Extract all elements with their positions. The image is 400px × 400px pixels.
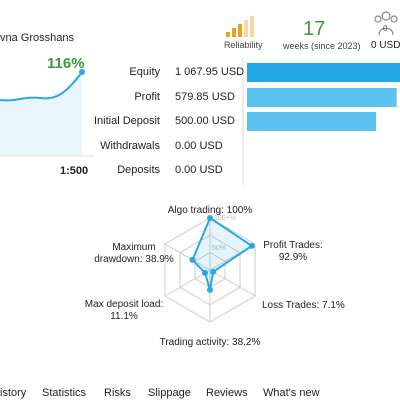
radar-point (207, 215, 213, 221)
weeks-value: 17 (303, 18, 326, 40)
reliability-label: Reliability (224, 40, 263, 50)
tab[interactable]: Risks (104, 387, 131, 399)
tab[interactable]: Reviews (206, 387, 248, 399)
radar-label: Profit Trades: 92.9% (263, 240, 323, 263)
radar-point (248, 242, 255, 249)
growth-dot (79, 69, 85, 75)
row-label: Deposits (117, 164, 160, 176)
row-value: 0.00 USD (175, 164, 223, 176)
radar-ring-label: 50% (212, 245, 226, 252)
row-label: Initial Deposit (93, 115, 160, 127)
tab[interactable]: What's new (263, 387, 320, 399)
tab[interactable]: Slippage (148, 387, 191, 399)
radar-spoke (164, 243, 211, 271)
growth-line (0, 71, 83, 102)
radar-point (202, 269, 209, 276)
weeks-label: weeks (since 2023) (283, 41, 361, 51)
balance-bar (247, 112, 376, 131)
radar-label: Algo trading: 100% (167, 205, 253, 216)
radar-area (191, 216, 254, 291)
row-value: 500.00 USD (175, 115, 235, 127)
radar-ring-label: 100+% (214, 215, 236, 222)
radar-label: Loss Trades: 7.1% (262, 300, 345, 311)
radar-label: Trading activity: 38.2% (159, 337, 261, 348)
row-value: 1 067.95 USD (175, 66, 245, 78)
reliability-icon (226, 16, 254, 37)
tab[interactable]: istory (0, 387, 27, 399)
row-label: Withdrawals (100, 140, 160, 152)
radar-spoke (209, 269, 256, 297)
trader-name: vna Grosshans (0, 32, 74, 44)
row-label: Profit (134, 91, 160, 103)
radar-label: Maximum drawdown: 38.9% (94, 242, 174, 265)
subscribers-count: 0 (383, 24, 388, 33)
subscribers-icon (374, 11, 398, 36)
leverage: 1:500 (60, 165, 89, 177)
balance-bar (247, 63, 400, 82)
row-value: 0.00 USD (175, 140, 223, 152)
row-label: Equity (129, 66, 160, 78)
radar-label: Max deposit load: 11.1% (84, 299, 164, 322)
subscribers-funds: 0 USD (371, 40, 400, 51)
radar-point (189, 256, 196, 263)
radar-point (210, 268, 217, 275)
radar-point (207, 286, 213, 293)
growth-value: 116% (47, 55, 85, 72)
balance-bar (247, 88, 397, 107)
tab[interactable]: Statistics (42, 387, 87, 399)
growth-area (0, 72, 82, 155)
row-value: 579.85 USD (175, 91, 235, 103)
